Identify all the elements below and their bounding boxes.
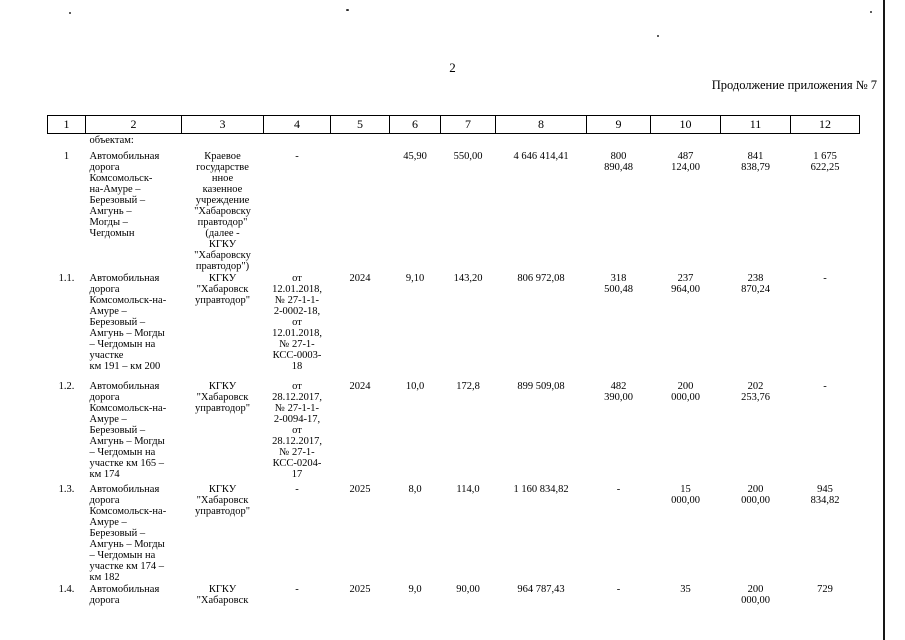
table-cell: 964 787,43 [517,583,565,595]
table-cell: Краевое государстве нное казенное учрежд… [194,150,251,272]
carryover-text: объектам: [89,135,134,146]
table-cell: 899 509,08 [517,380,565,392]
table-cell [182,134,860,150]
column-header: 1 [47,115,86,134]
scan-speck [69,12,71,14]
table-cell: 1.4. [58,583,75,595]
table-cell: 2024 [349,272,371,284]
table-cell: 238 870,24 [741,272,770,295]
table-cell: 202 253,76 [741,380,770,403]
table-cell: - [295,150,299,162]
column-header: 9 [586,115,651,134]
table-cell: 143,20 [453,272,483,284]
table-cell: Автомобильная дорога [89,583,160,606]
table-cell: 2025 [349,483,371,495]
table-cell: 1 [63,150,70,162]
table-cell: 8,0 [408,483,422,495]
table-cell: - [295,483,299,495]
table-cell: 2024 [349,380,371,392]
table-cell: - [823,380,827,392]
table-row: 1.1. Автомобильная дорога Комсомольск-на… [48,272,860,380]
table-row: 1.2. Автомобильная дорога Комсомольск-на… [48,380,860,483]
table-cell: КГКУ "Хабаровск управтодор" [194,272,250,306]
appendix-table: 1 2 3 4 5 6 7 8 9 10 11 12 объектам: 1 А… [47,115,860,640]
table-cell: 9,0 [408,583,422,595]
table-cell: 200 000,00 [741,483,770,506]
table-cell: - [616,483,621,495]
table-cell: 2025 [349,583,371,595]
table-cell: 35 [680,583,691,595]
scan-edge-line [883,0,885,640]
table-cell: 482 390,00 [604,380,633,403]
scan-speck [870,11,872,13]
table-cell: 1.1. [58,272,75,284]
table-cell: Автомобильная дорога Комсомольск-на- Аму… [89,272,167,372]
column-header: 6 [389,115,441,134]
column-header: 3 [181,115,264,134]
column-header: 5 [330,115,390,134]
table-cell: 729 [817,583,833,595]
column-header: 8 [495,115,587,134]
appendix-continuation-label: Продолжение приложения № 7 [711,78,877,92]
table-cell: Автомобильная дорога Комсомольск-на- Аму… [89,483,167,583]
table-cell: КГКУ "Хабаровск управтодор" [194,483,250,517]
table-cell: - [616,583,621,595]
table-cell: 318 500,48 [604,272,633,295]
table-row: 1.3. Автомобильная дорога Комсомольск-на… [48,483,860,583]
table-cell: 1 675 622,25 [810,150,840,173]
column-header: 2 [85,115,182,134]
table-cell: 114,0 [456,483,480,495]
table-cell: 945 834,82 [810,483,840,506]
table-cell: - [823,272,827,284]
table-cell: - [295,583,299,595]
scan-speck [657,35,659,37]
scan-speck [346,9,349,11]
table-cell: Автомобильная дорога Комсомольск-на- Аму… [89,380,167,480]
column-header: 11 [720,115,791,134]
table-cell: 550,00 [453,150,483,162]
column-header: 7 [440,115,496,134]
table-cell: КГКУ "Хабаровск [196,583,249,606]
table-cell: КГКУ "Хабаровск управтодор" [194,380,250,414]
carryover-row: объектам: [48,134,860,150]
table-cell: 1 160 834,82 [513,483,569,495]
table-cell: 15 000,00 [671,483,700,506]
column-header: 10 [650,115,721,134]
column-header: 12 [790,115,860,134]
table-cell: 172,8 [456,380,480,392]
table-cell: от 28.12.2017, № 27-1-1- 2-0094-17, от 2… [272,380,322,480]
table-cell: 9,10 [405,272,425,284]
table-cell: 800 890,48 [604,150,633,173]
table-cell: Автомобильная дорога Комсомольск- на-Аму… [89,150,160,239]
table-cell: 841 838,79 [741,150,770,173]
table-header-row: 1 2 3 4 5 6 7 8 9 10 11 12 [47,115,860,134]
table-row: 1 Автомобильная дорога Комсомольск- на-А… [48,150,860,272]
table-cell: 237 964,00 [671,272,700,295]
table-row: 1.4. Автомобильная дорога КГКУ "Хабаровс… [48,583,860,640]
table-cell: 90,00 [456,583,480,595]
table-cell: 200 000,00 [671,380,700,403]
column-header: 4 [263,115,331,134]
table-cell: 45,90 [403,150,427,162]
table-cell: от 12.01.2018, № 27-1-1- 2-0002-18, от 1… [272,272,322,372]
table-cell [48,134,86,150]
table-cell: 10,0 [405,380,425,392]
page-number: 2 [449,60,456,75]
table-cell: 200 000,00 [741,583,770,606]
table-cell: 487 124,00 [671,150,700,173]
table-cell: 1.3. [58,483,75,495]
table-cell: 1.2. [58,380,75,392]
table-cell: 806 972,08 [517,272,565,284]
table-cell [331,150,390,272]
table-cell: 4 646 414,41 [513,150,569,162]
